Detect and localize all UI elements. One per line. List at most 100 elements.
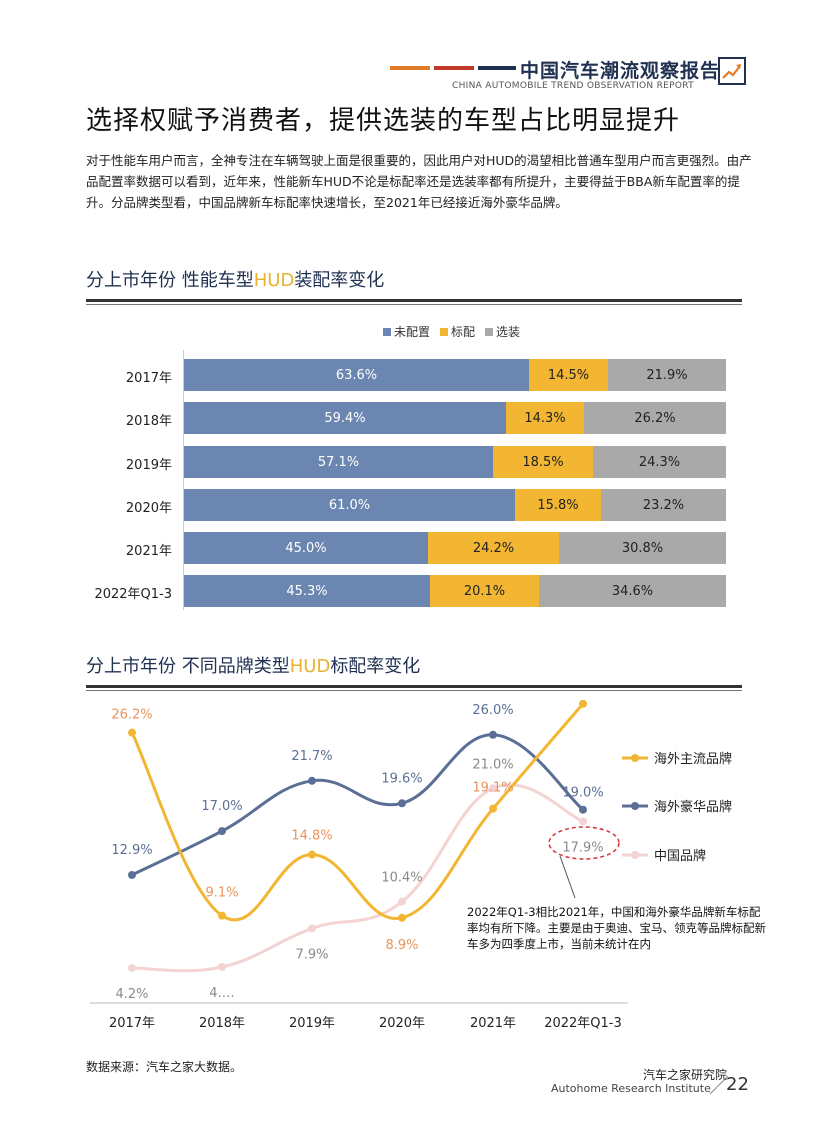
header-bar-red <box>434 66 474 70</box>
section-rule <box>86 690 742 691</box>
data-point <box>128 870 136 879</box>
page-divider-icon <box>709 1075 729 1095</box>
data-point <box>489 784 497 793</box>
trend-chart-icon <box>718 57 746 85</box>
data-point <box>398 913 406 922</box>
legend-item-standard: 标配 <box>440 323 475 340</box>
section-title-line-chart: 分上市年份 不同品牌类型HUD标配率变化 <box>86 652 420 678</box>
data-label: 19.1% <box>472 781 513 796</box>
bar-row: 63.6% 14.5% 21.9% <box>184 359 726 391</box>
y-axis-label: 2019年 <box>125 458 172 473</box>
data-label: 7.9% <box>295 947 328 962</box>
bar-segment-unconfigured: 61.0% <box>184 489 515 521</box>
report-subtitle: CHINA AUTOMOBILE TREND OBSERVATION REPOR… <box>452 81 694 91</box>
data-point <box>579 700 587 708</box>
data-label: 19.0% <box>562 786 603 801</box>
data-point <box>398 799 406 808</box>
data-label: 8.9% <box>385 938 418 953</box>
section-title-prefix: 分上市年份 不同品牌类型 <box>86 656 290 677</box>
section-title-hud: HUD <box>253 270 295 291</box>
data-label: 21.0% <box>472 757 513 772</box>
data-label: 14.8% <box>291 829 332 844</box>
legend-label: 未配置 <box>394 325 431 339</box>
page-number: 22 <box>726 1074 749 1095</box>
bar-segment-optional: 30.8% <box>559 532 726 564</box>
legend-item-unconfigured: 未配置 <box>383 323 430 340</box>
chart-annotation: 2022年Q1-3相比2021年，中国和海外豪华品牌新车标配率均有所下降。主要是… <box>467 905 766 951</box>
bar-segment-optional: 34.6% <box>539 575 726 607</box>
bar-segment-unconfigured: 63.6% <box>184 359 529 391</box>
bar-segment-standard: 14.3% <box>506 402 584 434</box>
bar-row: 59.4% 14.3% 26.2% <box>184 402 726 434</box>
data-point <box>308 850 316 859</box>
legend-swatch <box>383 328 391 336</box>
x-tick-label: 2020年 <box>379 1016 425 1031</box>
data-label: 19.6% <box>381 771 422 786</box>
data-point <box>489 804 497 813</box>
y-axis-label: 2021年 <box>125 544 172 559</box>
data-label: 21.7% <box>291 749 332 764</box>
data-label: 17.0% <box>201 799 242 814</box>
bar-segment-standard: 18.5% <box>493 446 593 478</box>
line-chart: 26.2%9.1%14.8%8.9%19.1%28.9%12.9%17.0%21… <box>90 700 732 1031</box>
bar-segment-unconfigured: 45.3% <box>184 575 430 607</box>
x-tick-label: 2021年 <box>470 1016 516 1031</box>
legend-label: 海外主流品牌 <box>654 751 732 767</box>
section-title-suffix: 装配率变化 <box>294 270 385 291</box>
page-title: 选择权赋予消费者，提供选装的车型占比明显提升 <box>86 106 681 136</box>
line-overseas-luxury <box>130 733 585 877</box>
section-rule <box>86 304 742 305</box>
data-point <box>128 728 136 737</box>
bar-row: 45.3% 20.1% 34.6% <box>184 575 726 607</box>
section-title-suffix: 标配率变化 <box>330 656 421 677</box>
data-point <box>308 924 316 933</box>
bar-row: 57.1% 18.5% 24.3% <box>184 446 726 478</box>
legend-marker <box>631 851 639 859</box>
data-point <box>218 962 226 971</box>
data-point <box>489 730 497 739</box>
bar-segment-standard: 14.5% <box>529 359 608 391</box>
section-title-bar-chart: 分上市年份 性能车型HUD装配率变化 <box>86 266 384 292</box>
section-rule <box>86 685 742 688</box>
legend-label: 选装 <box>496 325 521 339</box>
legend-label: 海外豪华品牌 <box>654 799 732 815</box>
data-label: 17.9% <box>562 840 603 855</box>
data-point <box>128 964 136 973</box>
section-title-hud: HUD <box>289 656 331 677</box>
footer-org-cn: 汽车之家研究院 <box>643 1068 728 1082</box>
x-tick-label: 2017年 <box>109 1016 155 1031</box>
header-bar-orange <box>390 66 430 70</box>
bar-segment-optional: 23.2% <box>601 489 726 521</box>
bar-segment-standard: 15.8% <box>515 489 601 521</box>
annotation-pointer <box>559 855 576 899</box>
bar-segment-standard: 20.1% <box>430 575 539 607</box>
bar-row: 45.0% 24.2% 30.8% <box>184 532 726 564</box>
legend-label: 中国品牌 <box>654 848 706 864</box>
bar-segment-optional: 24.3% <box>593 446 726 478</box>
data-point <box>398 897 406 906</box>
bar-segment-unconfigured: 57.1% <box>184 446 493 478</box>
x-tick-label: 2019年 <box>289 1016 335 1031</box>
y-axis-label: 2022年Q1-3 <box>94 587 172 602</box>
data-point <box>308 776 316 785</box>
data-label: 26.2% <box>111 708 152 723</box>
data-point <box>218 827 226 836</box>
legend-swatch <box>485 328 493 336</box>
footer-org-en: Autohome Research Institute <box>551 1082 711 1095</box>
data-label: 26.0% <box>472 703 513 718</box>
bar-row: 61.0% 15.8% 23.2% <box>184 489 726 521</box>
header-bar-navy <box>478 66 516 70</box>
data-label: 9.1% <box>205 886 238 901</box>
y-axis-label: 2017年 <box>125 371 172 386</box>
data-label: 10.4% <box>381 871 422 886</box>
legend-marker <box>631 802 639 810</box>
data-source: 数据来源：汽车之家大数据。 <box>86 1060 243 1074</box>
line-overseas-mainstream <box>130 702 585 922</box>
legend-marker <box>631 754 639 762</box>
highlight-ellipse <box>548 826 620 860</box>
legend-item-optional: 选装 <box>485 323 520 340</box>
intro-paragraph: 对于性能车用户而言，全神专注在车辆驾驶上面是很重要的，因此用户对HUD的渴望相比… <box>86 153 752 210</box>
x-tick-label: 2022年Q1-3 <box>544 1016 622 1031</box>
bar-segment-unconfigured: 45.0% <box>184 532 428 564</box>
x-tick-label: 2018年 <box>199 1016 245 1031</box>
